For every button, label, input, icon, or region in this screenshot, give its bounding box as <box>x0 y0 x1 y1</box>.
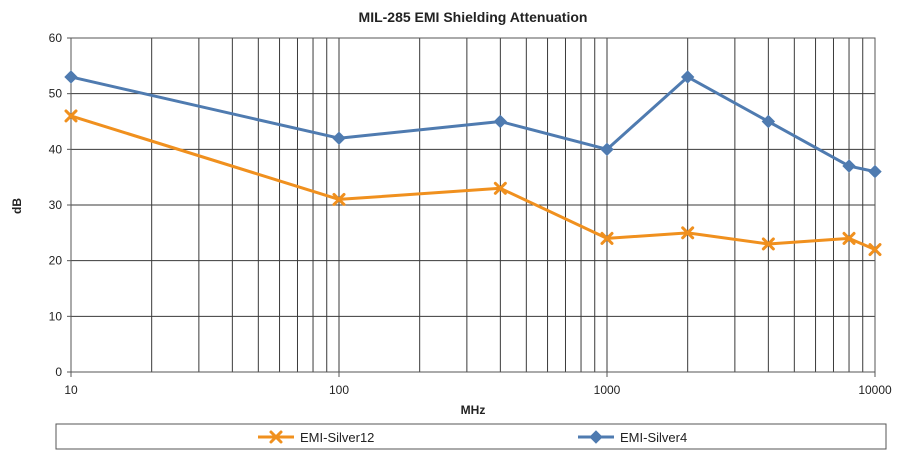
y-tick-label: 30 <box>49 198 63 212</box>
y-tick-label: 50 <box>49 87 63 101</box>
series-emi-silver12 <box>64 109 882 257</box>
x-tick-label: 10 <box>64 383 78 397</box>
data-point-emi-silver4 <box>868 164 882 179</box>
y-tick-label: 40 <box>49 142 63 156</box>
x-tick-label: 100 <box>329 383 349 397</box>
data-point-emi-silver4 <box>680 70 695 84</box>
y-axis-ticks: 0 10 20 30 40 50 60 <box>49 31 71 379</box>
data-point-emi-silver12 <box>64 109 78 123</box>
data-point-emi-silver4 <box>64 70 78 84</box>
chart-title: MIL-285 EMI Shielding Attenuation <box>359 9 588 25</box>
data-point-emi-silver12 <box>493 181 507 195</box>
legend-item-emi-silver12: EMI-Silver12 <box>258 430 374 445</box>
legend-label: EMI-Silver4 <box>620 430 687 445</box>
legend-box <box>55 423 887 450</box>
x-axis-ticks: 10 100 1000 10000 <box>64 372 892 397</box>
series-line-emi-silver12 <box>70 114 876 251</box>
data-point-emi-silver4 <box>600 142 614 157</box>
data-point-emi-silver12 <box>600 231 614 245</box>
series-line-emi-silver4 <box>70 75 876 174</box>
data-point-emi-silver4 <box>842 159 856 173</box>
grid <box>71 38 875 372</box>
y-tick-label: 0 <box>55 365 62 379</box>
x-tick-label: 10000 <box>858 383 892 397</box>
data-point-emi-silver4 <box>761 114 776 129</box>
x-tick-label: 1000 <box>594 383 621 397</box>
legend-label: EMI-Silver12 <box>300 430 374 445</box>
data-point-emi-silver12 <box>868 243 882 257</box>
series-layer <box>64 70 882 257</box>
data-point-emi-silver12 <box>842 231 856 245</box>
series-emi-silver4 <box>64 70 882 179</box>
data-point-emi-silver4 <box>332 131 346 145</box>
data-point-emi-silver12 <box>332 192 346 206</box>
legend-marker <box>269 430 283 444</box>
legend-item-emi-silver4: EMI-Silver4 <box>578 430 687 445</box>
y-tick-label: 10 <box>49 309 63 323</box>
data-point-emi-silver4 <box>493 114 508 129</box>
y-tick-label: 20 <box>49 254 63 268</box>
x-axis-label: MHz <box>461 403 486 417</box>
y-axis-label: dB <box>10 198 24 214</box>
legend-marker <box>589 430 603 444</box>
y-tick-label: 60 <box>49 31 63 45</box>
data-point-emi-silver12 <box>761 237 775 251</box>
legend: EMI-Silver12 EMI-Silver4 <box>55 423 887 450</box>
data-point-emi-silver12 <box>681 226 695 240</box>
